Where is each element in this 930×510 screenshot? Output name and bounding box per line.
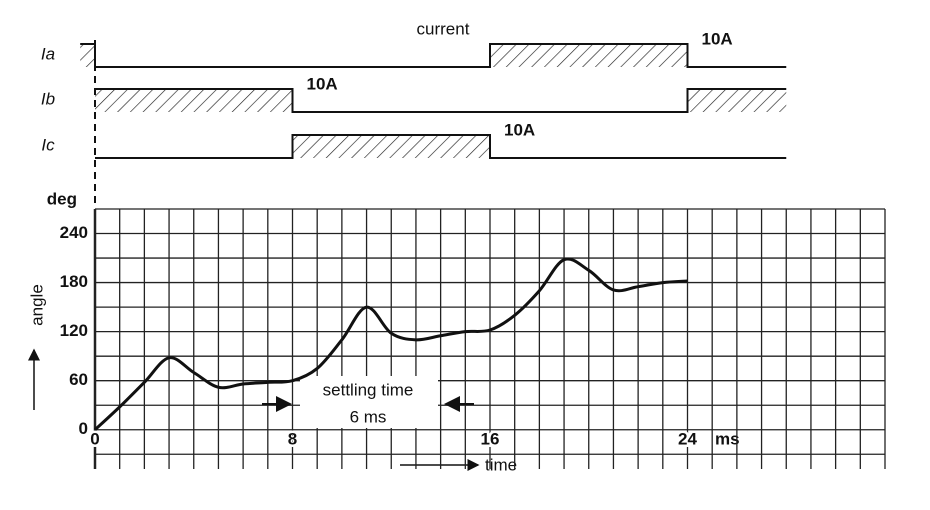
current-waveform	[95, 134, 787, 159]
y-axis-label: angle	[27, 284, 46, 326]
x-tick-label: 0	[90, 429, 99, 448]
current-label: 10A	[504, 120, 535, 139]
current-pulse	[490, 44, 688, 67]
current-pulse	[687, 89, 787, 112]
annotation-text: settling time	[323, 380, 414, 399]
series-name: Ib	[41, 89, 55, 108]
current-waveform	[95, 88, 787, 113]
y-tick-label: 120	[60, 321, 88, 340]
current-pulse	[80, 44, 95, 67]
y-unit: deg	[47, 189, 77, 208]
y-tick-label: 240	[60, 223, 88, 242]
series-name: Ic	[41, 135, 55, 154]
current-pulse	[95, 89, 293, 112]
x-tick-label: 24	[678, 429, 697, 448]
series-name: Ia	[41, 44, 55, 63]
y-tick-label: 0	[79, 419, 88, 438]
x-unit: ms	[715, 429, 740, 448]
x-tick-label: 16	[481, 429, 500, 448]
annotation-box	[300, 376, 438, 428]
current-waveform	[80, 43, 787, 68]
annotation-detail: 6 ms	[350, 407, 387, 426]
x-tick-label: 8	[288, 429, 297, 448]
y-tick-label: 60	[69, 370, 88, 389]
timing-title: current	[417, 19, 470, 38]
current-pulse	[292, 135, 490, 158]
angle-curve	[93, 257, 688, 431]
current-label: 10A	[307, 74, 338, 93]
x-axis-label: time	[485, 455, 517, 474]
current-label: 10A	[702, 29, 733, 48]
y-tick-label: 180	[60, 272, 88, 291]
